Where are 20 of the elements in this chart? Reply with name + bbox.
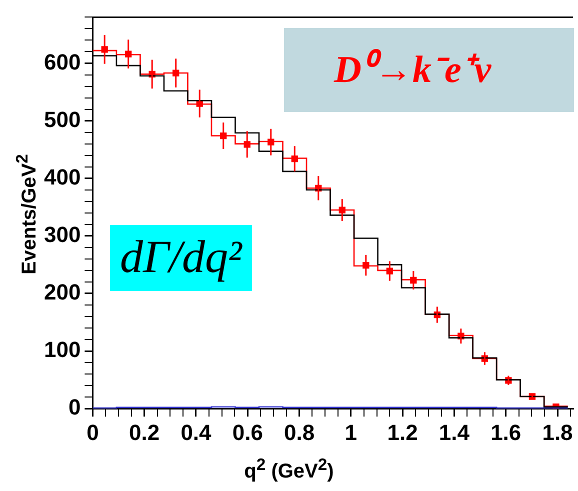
y-tick-label: 400 [44,164,81,190]
x-tick-label: 0.4 [180,420,212,445]
x-tick-label: 1 [344,420,358,445]
x-tick-label: 1.6 [490,420,522,445]
y-tick-label: 600 [44,49,81,74]
x-tick-label: 0.2 [129,420,160,445]
x-tick-label: 1.8 [542,420,573,445]
y-tick-label: 0 [68,394,81,420]
y-tick-label: 500 [44,106,81,132]
y-tick-label: 300 [44,222,81,247]
x-axis-title: q$^{2}$ (GeV$^{2}$) [243,455,335,484]
annotation: dΓ/dq² [120,230,242,284]
y-tick-label: 200 [44,280,81,305]
x-tick-label: 0.8 [284,420,315,445]
x-tick-label: 0.6 [232,420,263,445]
x-tick-label: 1.4 [438,420,470,445]
annotation: D⁰→k⁻e⁺ν [334,48,492,93]
y-tick-label: 100 [44,337,81,362]
x-tick-label: 0 [86,420,99,445]
x-tick-label: 1.2 [387,420,418,445]
